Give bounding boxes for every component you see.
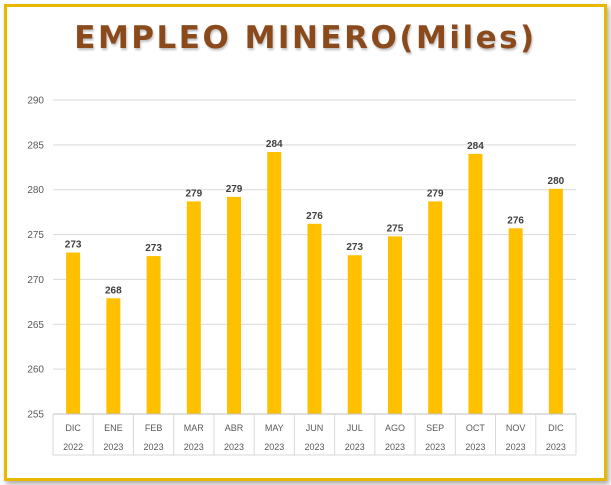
- bar: [428, 201, 443, 414]
- bars: [66, 152, 563, 415]
- x-tick-year: 2023: [264, 442, 284, 452]
- data-label: 284: [266, 139, 283, 150]
- data-label: 268: [105, 285, 122, 296]
- x-tick-month: JUN: [306, 423, 324, 433]
- y-tick-label: 260: [27, 365, 44, 376]
- y-tick-label: 255: [27, 410, 44, 421]
- data-label: 284: [467, 141, 484, 152]
- x-tick-month: JUL: [347, 423, 363, 433]
- bar: [548, 188, 563, 414]
- bar: [468, 153, 483, 415]
- x-tick-month: FEB: [145, 423, 163, 433]
- y-tick-label: 270: [27, 275, 44, 286]
- bar: [106, 298, 121, 414]
- x-tick-month: DIC: [65, 423, 81, 433]
- x-tick-year: 2023: [425, 442, 445, 452]
- data-label: 275: [387, 223, 404, 234]
- x-tick-year: 2023: [304, 442, 324, 452]
- y-tick-label: 275: [27, 230, 44, 241]
- x-tick-year: 2023: [546, 442, 566, 452]
- x-axis-table: DIC 2022 ENE 2023 FEB 2023 MAR 2023 ABR 2023 MAY 20…: [52, 413, 577, 456]
- x-tick-month: ENE: [104, 423, 123, 433]
- x-tick-month: NOV: [506, 423, 526, 433]
- x-tick-year: 2023: [385, 442, 405, 452]
- y-tick-label: 265: [27, 320, 44, 331]
- x-tick-month: MAR: [184, 423, 205, 433]
- data-label: 273: [65, 240, 82, 251]
- x-tick-month: MAY: [265, 423, 284, 433]
- x-tick-year: 2023: [506, 442, 526, 452]
- x-tick-year: 2022: [63, 442, 83, 452]
- x-tick-year: 2023: [345, 442, 365, 452]
- bar: [307, 223, 322, 414]
- data-label: 273: [346, 242, 363, 253]
- data-label: 279: [185, 188, 202, 199]
- data-labels: 273 268 273 279 279 284 276 273 275 279 284 276 280: [65, 139, 565, 296]
- x-tick-year: 2023: [465, 442, 485, 452]
- y-tick-label: 290: [27, 96, 44, 107]
- bar: [186, 201, 201, 414]
- bar: [267, 152, 282, 414]
- chart-frame: [4, 4, 607, 481]
- bar: [66, 252, 81, 414]
- bar: [227, 196, 242, 414]
- chart-title: EMPLEO MINERO(Miles): [74, 20, 537, 56]
- bar: [387, 236, 402, 414]
- data-label: 279: [226, 184, 243, 195]
- bar: [146, 256, 161, 414]
- data-label: 276: [507, 215, 524, 226]
- x-tick-year: 2023: [224, 442, 244, 452]
- bar: [508, 228, 523, 414]
- x-tick-month: DIC: [548, 423, 564, 433]
- y-tick-label: 285: [27, 140, 44, 151]
- x-tick-year: 2023: [103, 442, 123, 452]
- x-tick-month: OCT: [466, 423, 486, 433]
- data-label: 280: [548, 176, 565, 187]
- x-tick-year: 2023: [144, 442, 164, 452]
- x-tick-year: 2023: [184, 442, 204, 452]
- y-tick-label: 280: [27, 185, 44, 196]
- y-axis-ticks: 255 260 265 270 275 280 285 290: [27, 96, 44, 421]
- x-tick-month: AGO: [385, 423, 405, 433]
- data-label: 276: [306, 211, 323, 222]
- x-tick-month: ABR: [225, 423, 244, 433]
- data-label: 273: [145, 243, 162, 254]
- data-label: 279: [427, 188, 444, 199]
- bar: [347, 255, 362, 414]
- x-tick-month: SEP: [426, 423, 444, 433]
